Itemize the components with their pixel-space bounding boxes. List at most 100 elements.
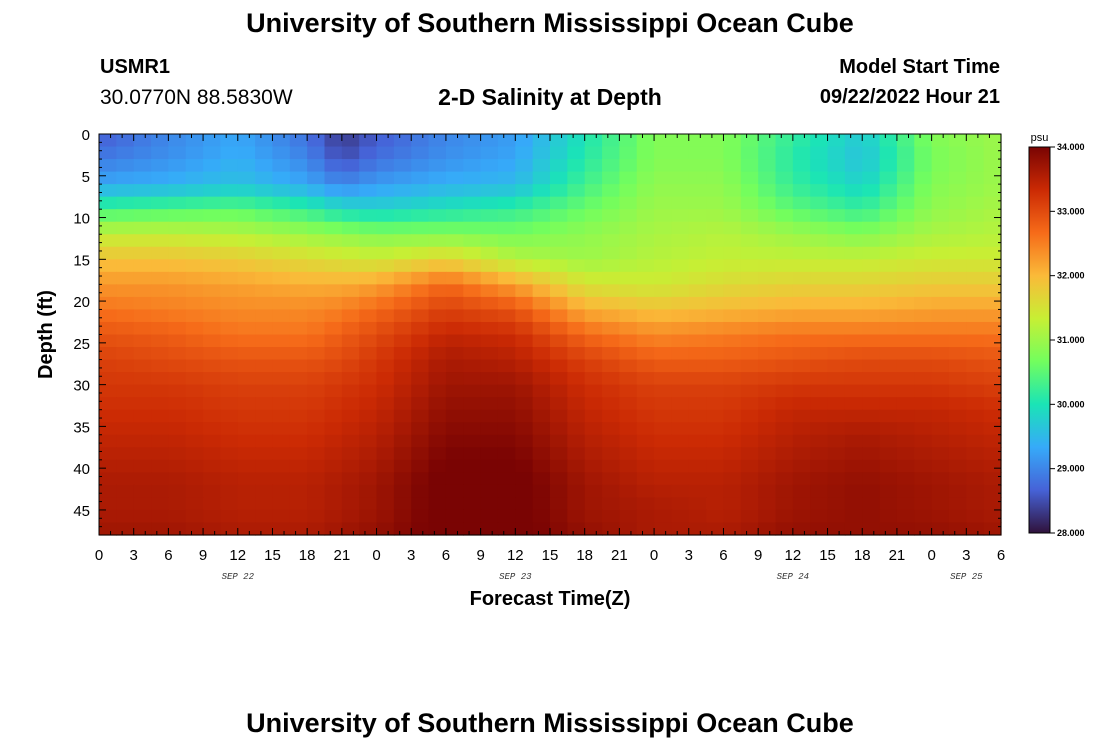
heatmap-cell <box>376 321 395 336</box>
heatmap-cell <box>844 296 863 311</box>
heatmap-cell <box>619 159 638 173</box>
heatmap-cell <box>619 309 638 323</box>
heatmap-cell <box>584 284 603 298</box>
heatmap-cell <box>584 372 603 386</box>
heatmap-cell <box>341 334 360 348</box>
heatmap-cell <box>896 509 915 524</box>
heatmap-cell <box>428 259 447 273</box>
heatmap-cell <box>602 309 620 323</box>
heatmap-cell <box>792 296 811 311</box>
heatmap-cell <box>671 509 690 524</box>
heatmap-cell <box>255 484 274 499</box>
x-tick-label: 6 <box>164 547 172 564</box>
heatmap-cell <box>688 509 707 524</box>
heatmap-cell <box>151 146 169 160</box>
heatmap-cell <box>619 359 638 373</box>
heatmap-cell <box>463 397 482 411</box>
heatmap-cell <box>827 146 846 160</box>
heatmap-cell <box>532 484 551 499</box>
heatmap-cell <box>706 284 725 298</box>
heatmap-cell <box>792 372 811 386</box>
colorbar-tick-label: 29.000 <box>1057 464 1085 474</box>
heatmap-cell <box>636 184 655 198</box>
heatmap-cell <box>237 359 256 373</box>
page-title: University of Southern Mississippi Ocean… <box>246 8 854 38</box>
heatmap-cell <box>758 209 777 223</box>
heatmap-cell <box>497 434 516 448</box>
heatmap-cell <box>896 497 915 511</box>
heatmap-cell <box>255 397 274 411</box>
heatmap-cell <box>203 221 222 235</box>
heatmap-cell <box>133 221 152 235</box>
heatmap-cell <box>237 497 256 511</box>
heatmap-cell <box>463 309 482 323</box>
heatmap-cell <box>168 397 187 411</box>
heatmap-cell <box>376 209 395 223</box>
heatmap-cell <box>463 296 482 311</box>
heatmap-cell <box>810 384 829 398</box>
heatmap-cell <box>168 522 187 536</box>
heatmap-cell <box>255 359 274 373</box>
heatmap-cell <box>168 134 187 148</box>
heatmap-cell <box>151 196 169 210</box>
heatmap-cell <box>151 284 169 298</box>
heatmap-cell <box>844 234 863 248</box>
heatmap-cell <box>515 447 534 461</box>
heatmap-cell <box>272 309 291 323</box>
heatmap-cell <box>220 159 239 173</box>
heatmap-cell <box>896 184 915 198</box>
heatmap-cell <box>272 484 291 499</box>
heatmap-cell <box>411 296 430 311</box>
heatmap-cell <box>654 497 673 511</box>
heatmap-cell <box>272 397 291 411</box>
heatmap-cell <box>289 321 308 336</box>
heatmap-cell <box>237 472 256 486</box>
heatmap-cell <box>393 284 412 298</box>
heatmap-cell <box>463 271 482 285</box>
heatmap-cell <box>376 159 395 173</box>
heatmap-cell <box>636 221 655 235</box>
heatmap-cell <box>116 347 135 361</box>
heatmap-cell <box>584 134 603 148</box>
heatmap-cell <box>168 196 187 210</box>
heatmap-cell <box>550 484 568 499</box>
heatmap-cell <box>515 459 534 473</box>
heatmap-cell <box>237 284 256 298</box>
heatmap-cell <box>792 397 811 411</box>
heatmap-cell <box>393 422 412 436</box>
heatmap-cell <box>879 209 898 223</box>
heatmap-cell <box>550 259 568 273</box>
heatmap-cell <box>428 522 447 536</box>
heatmap-cell <box>289 347 308 361</box>
heatmap-cell <box>723 434 742 448</box>
heatmap-cell <box>220 296 239 311</box>
heatmap-cell <box>255 296 274 311</box>
heatmap-cell <box>237 184 256 198</box>
heatmap-cell <box>862 209 881 223</box>
heatmap-cell <box>480 347 499 361</box>
heatmap-cell <box>515 472 534 486</box>
heatmap-cell <box>237 447 256 461</box>
heatmap-cell <box>99 484 117 499</box>
heatmap-cell <box>99 134 117 148</box>
heatmap-cell <box>220 284 239 298</box>
heatmap-cell <box>428 497 447 511</box>
heatmap-cell <box>133 397 152 411</box>
heatmap-cell <box>810 221 829 235</box>
heatmap-cell <box>758 372 777 386</box>
heatmap-cell <box>463 259 482 273</box>
heatmap-cell <box>376 221 395 235</box>
heatmap-cell <box>393 321 412 336</box>
heatmap-cell <box>324 259 343 273</box>
heatmap-cell <box>602 334 620 348</box>
heatmap-cell <box>532 409 551 423</box>
heatmap-cell <box>931 509 950 524</box>
heatmap-cell <box>636 384 655 398</box>
heatmap-cell <box>220 209 239 223</box>
heatmap-cell <box>411 309 430 323</box>
heatmap-cell <box>688 134 707 148</box>
heatmap-cell <box>671 209 690 223</box>
heatmap-cell <box>376 246 395 260</box>
heatmap-cell <box>827 372 846 386</box>
